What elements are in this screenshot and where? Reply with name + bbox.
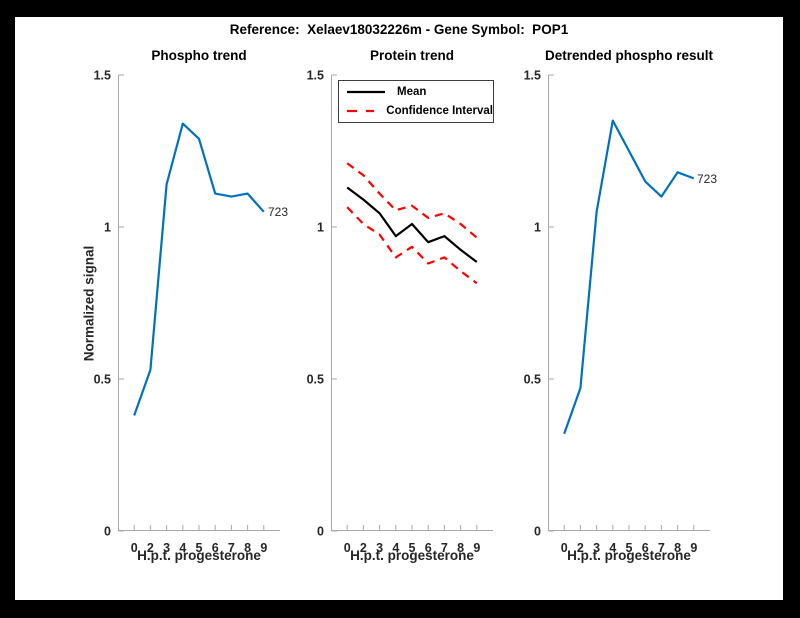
x-tick-label: 5	[196, 541, 203, 555]
confidence-interval-line-sample	[347, 109, 375, 113]
x-tick-label: 7	[228, 541, 235, 555]
figure-panel: Reference: Xelaev18032226m - Gene Symbol…	[15, 17, 783, 600]
y-axis-label: Normalized signal	[81, 245, 97, 361]
y-tick-label: 0.5	[94, 373, 111, 387]
x-tick-label: 9	[473, 541, 480, 555]
y-tick-label: 1.5	[307, 69, 324, 83]
legend-row-mean: Mean	[339, 84, 493, 101]
y-tick-label: 1.5	[524, 69, 541, 83]
subplot1-x-axis-label: H.p.t. progesterone	[137, 548, 261, 563]
x-tick-label: 2	[577, 541, 584, 555]
y-tick-label: 0	[317, 525, 324, 539]
series-line-mean	[346, 186, 478, 263]
y-axis-label-wrap: Normalized signal	[74, 75, 104, 531]
x-tick-label: 0	[131, 541, 138, 555]
y-tick-label: 1.5	[94, 69, 111, 83]
y-tick-label: 1	[534, 221, 541, 235]
legend-row-confidence-interval: Confidence Interval	[339, 103, 493, 120]
y-tick-label: 0.5	[307, 373, 324, 387]
x-tick-label: 4	[179, 541, 186, 555]
series-line-confidence-lower	[346, 206, 478, 285]
x-tick-label: 4	[392, 541, 399, 555]
x-tick-label: 2	[360, 541, 367, 555]
x-tick-label: 5	[409, 541, 416, 555]
x-tick-label: 9	[690, 541, 697, 555]
x-tick-label: 7	[658, 541, 665, 555]
y-tick-label: 0	[104, 525, 111, 539]
x-tick-label: 0	[344, 541, 351, 555]
legend-label-confidence-interval: Confidence Interval	[386, 105, 493, 117]
detrended-phospho-chart: 00.511.50 2 3 4 5 6 7 8 9	[524, 69, 710, 555]
x-tick-label: 5	[626, 541, 633, 555]
x-tick-label: 2	[147, 541, 154, 555]
x-tick-label: 6	[642, 541, 649, 555]
x-tick-label: 0	[561, 541, 568, 555]
phospho-trend-chart: 00.511.50 2 3 4 5 6 7 8 9	[94, 69, 280, 555]
y-tick-label: 1	[104, 221, 111, 235]
series-line-detrended-phospho	[563, 119, 695, 435]
subplot2-title: Protein trend	[369, 48, 454, 63]
y-tick-label: 0.5	[524, 373, 541, 387]
x-tick-label: 6	[212, 541, 219, 555]
mean-line-sample	[347, 90, 385, 94]
subplot3-series-end-label: 723	[697, 172, 718, 186]
subplot3-x-axis-label: H.p.t. progesterone	[567, 548, 691, 563]
x-tick-label: 4	[609, 541, 616, 555]
subplot3-title: Detrended phospho result	[544, 48, 713, 63]
x-tick-label: 7	[441, 541, 448, 555]
x-tick-label: 8	[244, 541, 251, 555]
series-line-confidence-upper	[346, 162, 478, 239]
x-tick-label: 3	[163, 541, 170, 555]
protein-trend-chart: 00.511.50 2 3 4 5 6 7 8 9	[307, 69, 493, 555]
x-tick-label: 6	[425, 541, 432, 555]
subplot1-title: Phospho trend	[151, 48, 247, 63]
x-tick-label: 8	[674, 541, 681, 555]
subplot2-x-axis-label: H.p.t. progesterone	[350, 548, 474, 563]
subplot1-series-end-label: 723	[268, 205, 289, 219]
x-tick-label: 9	[260, 541, 267, 555]
series-line-phospho-signal	[133, 122, 265, 416]
legend-label-mean: Mean	[397, 86, 427, 98]
y-tick-label: 0	[534, 525, 541, 539]
figure-title: Reference: Xelaev18032226m - Gene Symbol…	[229, 22, 569, 37]
x-tick-label: 3	[376, 541, 383, 555]
legend-box: Mean Confidence Interval	[338, 80, 494, 123]
x-tick-label: 3	[593, 541, 600, 555]
x-tick-label: 8	[457, 541, 464, 555]
y-tick-label: 1	[317, 221, 324, 235]
